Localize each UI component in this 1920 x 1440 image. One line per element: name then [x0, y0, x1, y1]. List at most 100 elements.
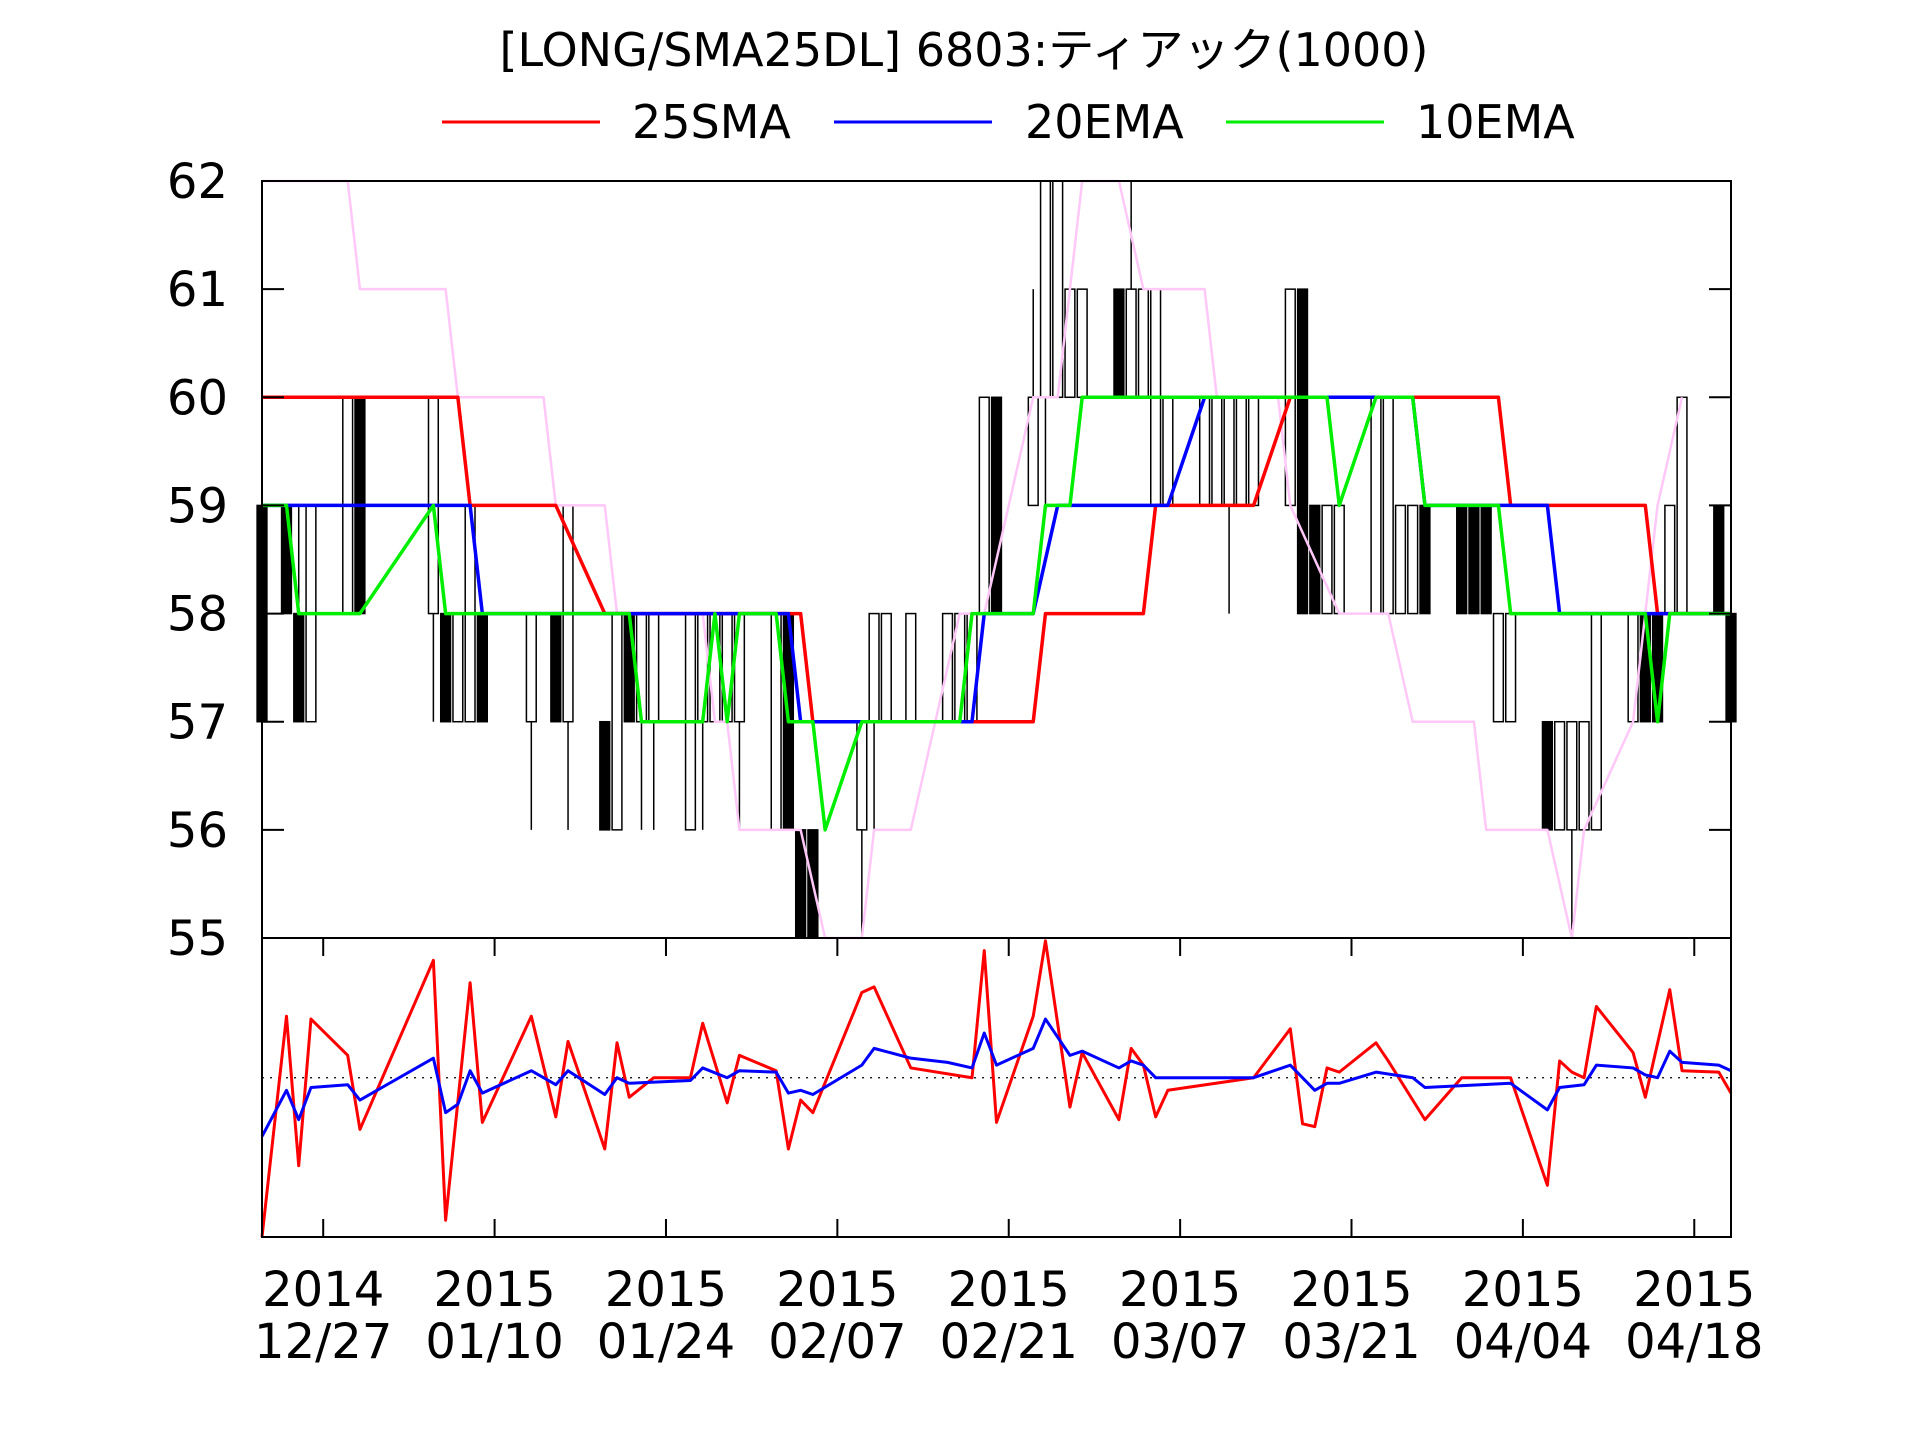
candle-body	[905, 612, 917, 723]
candle	[990, 396, 1003, 615]
candle-body	[1566, 720, 1578, 831]
candle-body	[1676, 396, 1688, 615]
candle-body	[452, 612, 464, 723]
y-tick-label: 56	[167, 803, 228, 859]
x-tick-label-year: 2015	[605, 1262, 727, 1318]
candle-body	[1419, 504, 1431, 615]
x-tick-label-date: 02/07	[768, 1314, 906, 1370]
candle-body	[1333, 504, 1345, 615]
candle-body	[439, 612, 452, 723]
y-tick-label: 59	[167, 478, 228, 534]
candle-body	[1137, 288, 1150, 399]
x-tick-label-year: 2015	[434, 1262, 556, 1318]
candle-body	[1247, 396, 1260, 507]
candle-body	[1235, 396, 1247, 507]
candle	[1713, 504, 1725, 615]
candle	[1566, 720, 1578, 938]
candle-body	[1394, 504, 1407, 615]
candle	[1492, 612, 1505, 723]
candle-body	[1553, 720, 1566, 831]
y-tick-label: 55	[167, 911, 228, 967]
candle	[1468, 504, 1480, 615]
candle	[452, 612, 464, 723]
candle-body	[1370, 396, 1382, 615]
x-tick-label-year: 2014	[262, 1262, 384, 1318]
candle	[1505, 612, 1517, 723]
oscillator-panel	[260, 939, 1733, 1238]
candle-body	[1480, 504, 1492, 615]
candle-body	[1578, 720, 1590, 831]
candle	[439, 612, 452, 723]
candle	[1162, 396, 1174, 507]
axes: 5556575859606162201412/27201501/10201501…	[167, 154, 1764, 1370]
candle-body	[1198, 396, 1211, 507]
x-tick-label-year: 2015	[1462, 1262, 1584, 1318]
candle-body	[1468, 504, 1480, 615]
candle-body	[599, 720, 611, 831]
candle	[1113, 288, 1125, 399]
legend-label-25sma: 25SMA	[632, 95, 791, 149]
candle-body	[476, 612, 488, 723]
candle	[1553, 720, 1566, 831]
candle	[1664, 504, 1676, 615]
candle	[1296, 288, 1309, 615]
candle	[1137, 288, 1150, 399]
candle-body	[550, 612, 562, 723]
x-tick-label-date: 03/07	[1111, 1314, 1249, 1370]
candle-body	[1162, 396, 1174, 507]
candle-body	[1505, 612, 1517, 723]
candle-body	[1039, 180, 1052, 399]
candle-body	[1664, 504, 1676, 615]
candle-body	[1627, 612, 1639, 723]
candle	[1247, 396, 1260, 507]
series-line-10ema	[262, 395, 1731, 832]
oscillator-line-blue	[260, 1017, 1732, 1138]
candle	[1076, 288, 1088, 399]
candle	[1480, 504, 1492, 615]
candle-body	[1064, 288, 1076, 399]
candle-body	[1456, 504, 1468, 615]
y-tick-label: 60	[167, 370, 228, 426]
candle	[1198, 396, 1211, 507]
candle	[599, 720, 611, 831]
candle	[1333, 504, 1345, 615]
candle	[1676, 396, 1688, 615]
x-tick-label-year: 2015	[948, 1262, 1070, 1318]
candle-body	[978, 396, 990, 615]
candle	[550, 612, 562, 723]
candle	[880, 612, 892, 723]
candle-body	[1492, 612, 1505, 723]
candle	[905, 612, 917, 723]
candle	[1370, 396, 1382, 615]
candle-body	[611, 612, 623, 831]
candle	[1419, 504, 1431, 615]
x-tick-label-date: 02/21	[940, 1314, 1078, 1370]
price-panel	[256, 179, 1737, 940]
x-tick-label-date: 03/21	[1282, 1314, 1420, 1370]
candle	[1456, 504, 1468, 615]
candle-body	[1113, 288, 1125, 399]
x-tick-label-date: 01/24	[597, 1314, 735, 1370]
x-tick-label-year: 2015	[776, 1262, 898, 1318]
candle	[611, 612, 623, 831]
legend: 25SMA 20EMA 10EMA	[442, 95, 1575, 149]
candle	[1321, 504, 1333, 615]
candle	[1235, 396, 1247, 507]
candle	[978, 396, 990, 615]
candle-body	[868, 612, 880, 723]
candle-body	[525, 612, 537, 723]
candle	[1627, 612, 1639, 723]
x-tick-label-date: 04/04	[1454, 1314, 1592, 1370]
candle	[1407, 504, 1419, 615]
candle-body	[1407, 504, 1419, 615]
candle-body	[1296, 288, 1309, 615]
candle	[476, 612, 488, 723]
candle	[1541, 720, 1554, 831]
y-tick-label: 57	[167, 695, 228, 751]
x-tick-label-year: 2015	[1290, 1262, 1412, 1318]
candle-body	[1382, 396, 1394, 615]
candle-body	[648, 612, 660, 723]
x-tick-label-date: 01/10	[425, 1314, 563, 1370]
legend-label-20ema: 20EMA	[1025, 95, 1184, 149]
candle-body	[293, 612, 305, 723]
